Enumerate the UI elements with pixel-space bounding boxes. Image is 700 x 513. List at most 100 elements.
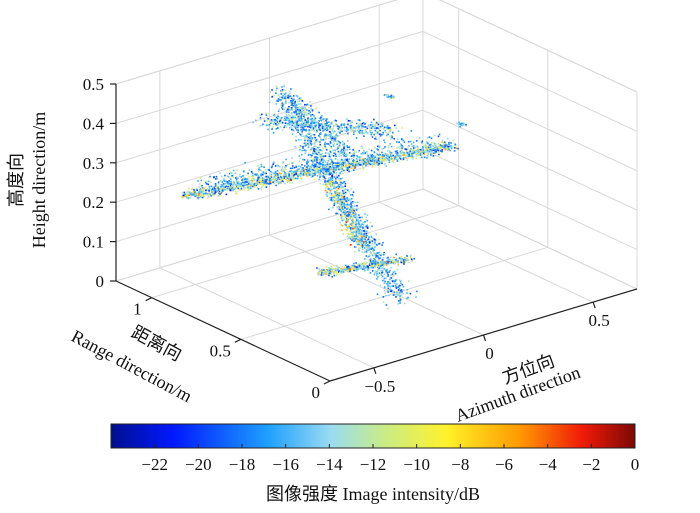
voxel-point — [370, 158, 373, 160]
voxel-point — [250, 179, 252, 182]
voxel-point — [261, 179, 264, 182]
voxel-point — [413, 258, 415, 260]
voxel-point — [397, 289, 400, 291]
voxel-point — [383, 279, 385, 282]
voxel-point — [394, 158, 396, 160]
voxel-point — [370, 263, 373, 266]
voxel-point — [316, 130, 318, 132]
voxel-point — [376, 132, 379, 134]
voxel-point — [427, 150, 429, 153]
voxel-point — [318, 273, 321, 275]
voxel-point — [387, 259, 389, 261]
voxel-point — [430, 137, 433, 139]
voxel-point — [323, 155, 325, 157]
voxel-point — [328, 155, 331, 157]
voxel-point — [386, 95, 389, 98]
voxel-point — [337, 201, 340, 203]
voxel-point — [201, 195, 204, 198]
voxel-point — [371, 136, 374, 138]
voxel-point — [272, 132, 275, 134]
voxel-point — [343, 205, 346, 208]
voxel-point — [335, 120, 337, 122]
voxel-point — [358, 264, 361, 267]
voxel-point — [232, 176, 235, 179]
voxel-point — [331, 161, 334, 163]
voxel-point — [346, 229, 348, 232]
voxel-point — [381, 148, 383, 150]
voxel-point — [346, 163, 348, 166]
voxel-point — [408, 152, 411, 154]
voxel-point — [313, 122, 315, 124]
voxel-point — [385, 270, 388, 272]
voxel-point — [276, 87, 278, 90]
voxel-point — [386, 155, 388, 157]
voxel-point — [338, 188, 341, 190]
voxel-point — [351, 127, 353, 130]
voxel-point — [373, 126, 376, 129]
voxel-point — [440, 145, 443, 147]
voxel-point — [331, 164, 334, 166]
voxel-point — [433, 151, 436, 153]
voxel-point — [317, 170, 319, 173]
voxel-point — [370, 236, 373, 238]
voxel-point — [264, 171, 266, 174]
voxel-point — [336, 192, 338, 194]
voxel-point — [266, 119, 268, 122]
voxel-point — [296, 129, 298, 131]
voxel-point — [303, 111, 306, 113]
voxel-point — [336, 165, 339, 167]
voxel-point — [372, 250, 374, 252]
voxel-point — [406, 292, 408, 294]
voxel-point — [459, 123, 461, 125]
voxel-point — [344, 223, 347, 226]
voxel-point — [306, 138, 309, 140]
voxel-point — [332, 132, 335, 134]
voxel-point — [306, 159, 309, 161]
voxel-point — [407, 280, 410, 282]
voxel-point — [351, 225, 354, 228]
voxel-point — [221, 185, 224, 187]
voxel-point — [351, 264, 354, 267]
voxel-point — [325, 134, 328, 137]
voxel-point — [439, 150, 442, 152]
voxel-point — [297, 129, 299, 131]
voxel-point — [378, 238, 380, 241]
axis-lines — [110, 83, 638, 385]
voxel-point — [388, 151, 391, 153]
voxel-point — [308, 141, 311, 144]
voxel-point — [326, 129, 328, 132]
voxel-point — [305, 136, 307, 139]
voxel-point — [315, 152, 317, 155]
voxel-point — [273, 115, 276, 117]
voxel-point — [402, 152, 404, 155]
voxel-point — [322, 128, 324, 130]
voxel-point — [360, 126, 363, 128]
voxel-point — [198, 195, 201, 198]
voxel-point — [355, 209, 358, 211]
voxel-point — [296, 126, 299, 129]
voxel-point — [279, 119, 282, 122]
voxel-point — [303, 125, 306, 128]
voxel-point — [417, 149, 420, 152]
voxel-point — [420, 140, 423, 142]
voxel-point — [277, 180, 280, 183]
voxel-point — [314, 122, 316, 125]
voxel-point — [333, 142, 336, 145]
voxel-point — [351, 217, 354, 219]
voxel-point — [323, 167, 325, 170]
voxel-point — [192, 191, 195, 194]
voxel-point — [342, 196, 345, 198]
voxel-point — [314, 136, 316, 139]
voxel-point — [226, 186, 228, 189]
voxel-point — [330, 161, 333, 164]
voxel-point — [372, 266, 374, 269]
voxel-point — [354, 230, 357, 232]
voxel-point — [357, 228, 360, 230]
voxel-point — [357, 235, 360, 237]
voxel-point — [347, 123, 349, 126]
voxel-point — [427, 146, 430, 149]
voxel-point — [289, 176, 292, 179]
voxel-point — [322, 156, 324, 159]
voxel-point — [321, 129, 323, 131]
voxel-point — [247, 181, 250, 183]
